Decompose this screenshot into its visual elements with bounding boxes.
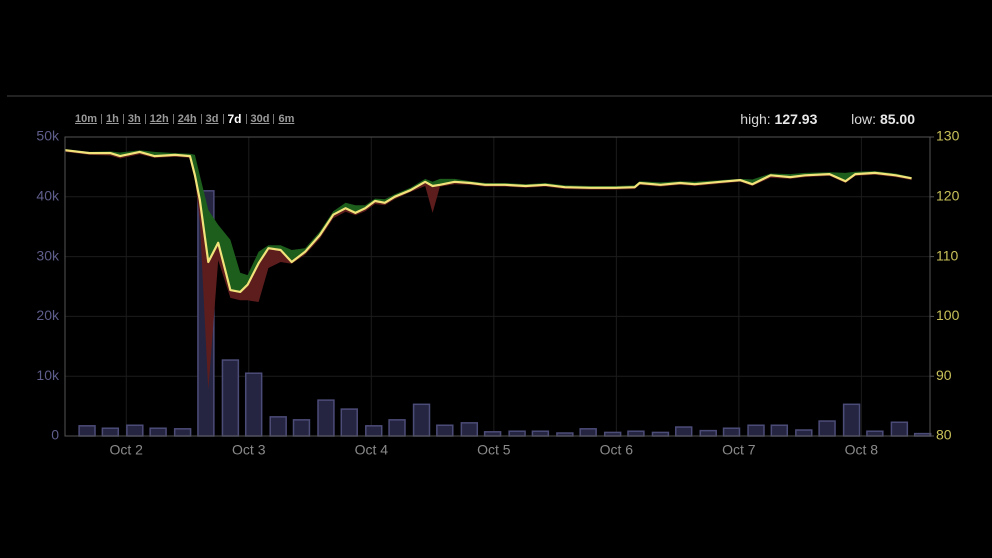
separator [245,114,247,124]
volume-bar [866,430,884,437]
x-tick-label: Oct 8 [845,442,879,458]
y-tick-label: 10k [36,367,60,383]
plot-frame [64,136,931,437]
separator [200,114,202,124]
volume-bar [603,431,622,437]
volume-bar [436,424,454,437]
separator [144,114,146,124]
range-link[interactable]: 10m [75,113,98,125]
range-link[interactable]: 12h [149,113,169,125]
volume-bar [101,427,120,437]
y-tick-label: 50k [36,128,60,144]
low-value: 85.00 [879,111,915,127]
y-tick-label: 0 [51,427,59,443]
range-link[interactable]: 3h [127,113,141,125]
volume-bar [173,428,192,437]
price-line [64,149,912,293]
volume-bar [317,399,335,437]
x-tick-label: Oct 2 [110,442,144,458]
summary: high: 127.93 low: 85.00 [740,111,915,127]
x-tick-label: Oct 6 [600,442,634,458]
volume-bar [651,431,670,437]
volume-bar [508,430,526,437]
grid [65,136,930,437]
price-band [64,149,912,390]
volume-bar [78,425,96,437]
volume-bar [483,431,502,437]
volume-bar [221,359,240,437]
volume-bar [531,430,550,437]
high-band [65,149,912,292]
range-link[interactable]: 1h [106,113,119,125]
high-label: high: [740,111,771,127]
y2-tick-label: 80 [936,427,952,443]
volume-bar [579,428,597,437]
volume-bar [699,429,717,437]
volume-bar [747,424,765,437]
volume-bar [890,421,909,437]
volume-bar [340,408,358,437]
range-link[interactable]: 24h [177,113,197,125]
low-label: low: [851,111,877,127]
y-tick-label: 40k [36,188,60,204]
range-link[interactable]: 30d [250,113,270,125]
y-tick-label: 20k [36,307,60,323]
x-tick-label: Oct 5 [477,442,511,458]
x-tick-label: Oct 3 [232,442,266,458]
y2-tick-label: 110 [936,247,959,263]
x-tick-label: Oct 4 [355,442,389,458]
volume-bar [365,425,383,437]
y2-tick-label: 100 [936,307,960,323]
y-tick-label: 30k [36,247,60,263]
volume-bar [818,420,836,437]
volume-bar [388,419,406,437]
separator [222,114,224,124]
separator [273,114,275,124]
volume-bar [244,372,263,437]
volume-bar [412,403,431,437]
volume-bar [842,403,861,437]
volume-bar [675,426,693,437]
y2-tick-label: 130 [936,128,960,144]
separator [172,114,174,124]
volume-bar [292,419,311,437]
volume-bar [149,427,167,437]
range-link[interactable]: 6m [278,113,295,125]
x-tick-label: Oct 7 [722,442,756,458]
range-selector: 10m 1h 3h 12h 24h 3d 7d 30d 6m [75,112,294,126]
high-value: 127.93 [774,111,818,127]
separator [101,114,103,124]
volume-bar [460,422,479,437]
range-link[interactable]: 7d [227,112,242,126]
volume-bar [770,424,789,437]
axis-labels: Oct 2 Oct 3 Oct 4 Oct 5 Oct 6 Oct 7 Oct 8 0 10k 2… [36,128,959,458]
volume-bar [722,427,741,437]
low-band [65,150,912,390]
volume-bar [627,430,645,437]
range-link[interactable]: 3d [205,113,219,125]
y2-tick-label: 90 [936,367,952,383]
volume-bar [795,429,813,437]
y2-tick-label: 120 [936,188,960,204]
separator [122,114,124,124]
volume-bar [269,416,287,437]
volume-bar [126,424,144,437]
